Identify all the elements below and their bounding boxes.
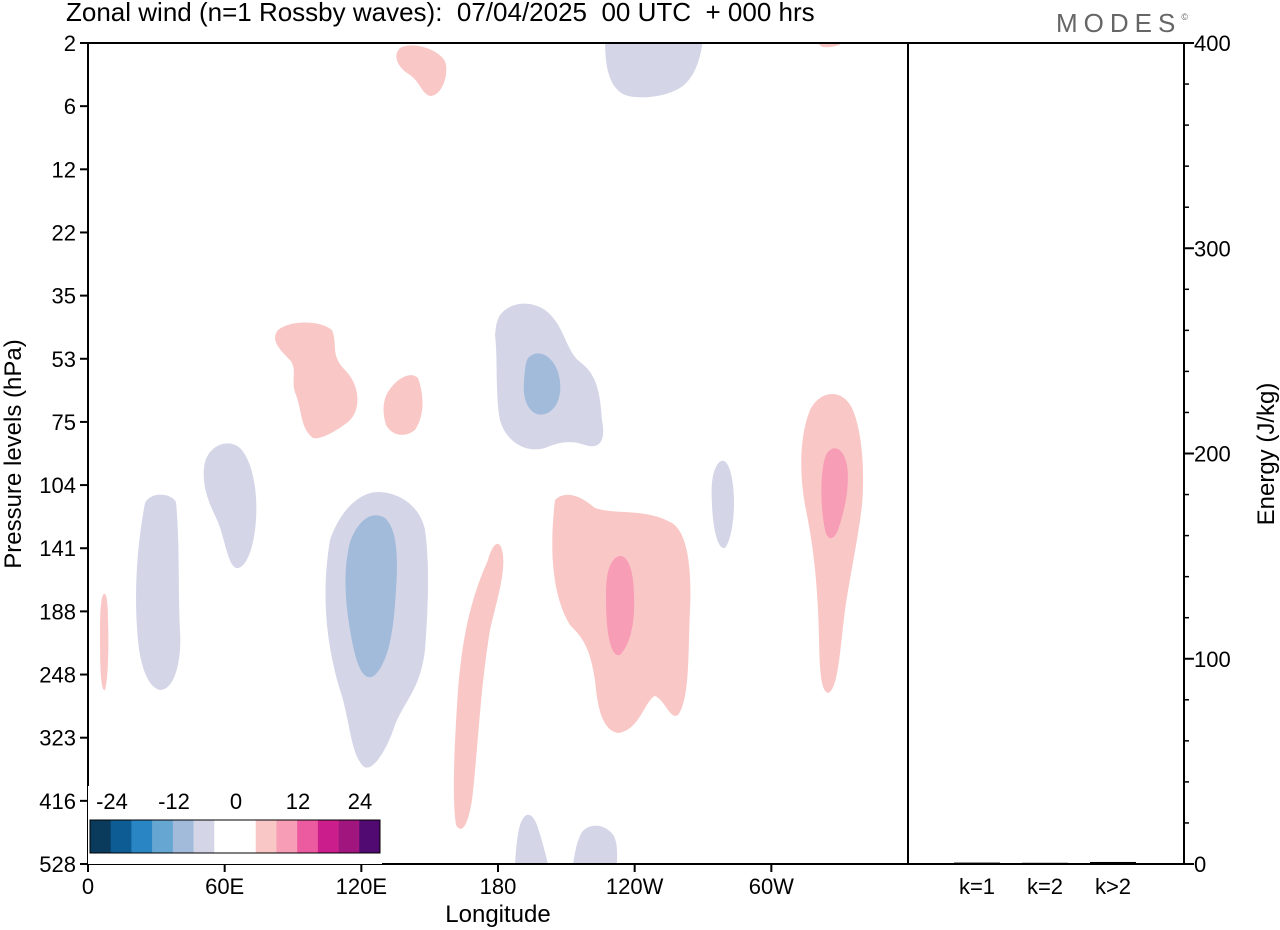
energy-axis-title: Energy (J/kg) (1253, 383, 1280, 526)
pressure-tick-label: 22 (52, 220, 76, 245)
energy-tick-label: 100 (1194, 647, 1231, 672)
colorbar-cell (152, 820, 174, 853)
contour-neg-upper-troposphere-30E (136, 494, 181, 690)
longitude-tick-label: 0 (82, 874, 94, 899)
contour-neg-lower-troposphere-140W (573, 825, 618, 864)
energy-category-label: k=1 (959, 874, 995, 899)
energy-tick-label: 200 (1194, 442, 1231, 467)
pressure-tick-label: 2 (64, 31, 76, 56)
longitude-axis: 0 60E 120E 180 120W 60W (82, 864, 794, 899)
contour-pos-troposphere-120W-core (606, 556, 635, 656)
contour-neg-troposphere-120E-core (345, 515, 397, 678)
colorbar-label: -24 (96, 789, 128, 814)
energy-bar (1022, 862, 1068, 865)
contour-pos-lower-stratosphere-east (383, 375, 423, 435)
longitude-tick-label: 120W (606, 874, 664, 899)
pressure-axis: 2 6 12 22 35 53 75 104 141 188 248 323 416 528 (39, 31, 88, 877)
pressure-tick-label: 188 (39, 599, 76, 624)
energy-tick-label: 400 (1194, 31, 1231, 56)
colorbar-cell (110, 820, 132, 853)
longitude-tick-label: 60E (205, 874, 244, 899)
pressure-tick-label: 323 (39, 726, 76, 751)
energy-bar (954, 862, 1000, 865)
colorbar-label: -12 (158, 789, 190, 814)
colorbar-label: 0 (230, 789, 242, 814)
modes-logo: MODES© (1056, 8, 1188, 39)
pressure-tick-label: 6 (64, 94, 76, 119)
pressure-tick-label: 248 (39, 663, 76, 688)
contour-pos-troposphere-55W-core (821, 448, 848, 539)
colorbar-cell (276, 820, 298, 853)
energy-category-label: k=2 (1027, 874, 1063, 899)
contour-neg-upper-troposphere-50E (203, 443, 257, 569)
chart-title: Zonal wind (n=1 Rossby waves): 07/04/202… (66, 0, 815, 27)
colorbar-cell (214, 820, 236, 853)
pressure-tick-label: 528 (39, 852, 76, 877)
colorbar-frame (89, 819, 381, 854)
colorbar-labels: -24 -12 0 12 24 (96, 789, 372, 814)
contour-neg-lower-stratosphere-core (523, 353, 561, 415)
energy-tick-label: 0 (1194, 852, 1206, 877)
pressure-tick-label: 12 (52, 157, 76, 182)
pressure-tick-label: 141 (39, 536, 76, 561)
x-axis-title: Longitude (445, 901, 550, 928)
energy-bars: k=1 k=2 k>2 (954, 861, 1136, 899)
pressure-tick-label: 75 (52, 410, 76, 435)
pressure-tick-label: 416 (39, 789, 76, 814)
colorbar-cell (90, 820, 112, 853)
colorbar-label: 12 (286, 789, 310, 814)
longitude-tick-label: 60W (749, 874, 794, 899)
colorbar-cell (317, 820, 339, 853)
colorbar-cell (255, 820, 277, 853)
colorbar-cell (338, 820, 360, 853)
colorbar-cell (193, 820, 215, 853)
y-axis-title: Pressure levels (hPa) (0, 339, 27, 568)
longitude-tick-label: 120E (336, 874, 387, 899)
energy-tick-label: 300 (1194, 236, 1231, 261)
colorbar-legend: -24 -12 0 12 24 (88, 786, 382, 864)
colorbar-cells (90, 820, 381, 853)
energy-axis: 0 100 200 300 400 (1184, 31, 1231, 877)
colorbar-label: 24 (348, 789, 372, 814)
contour-pos-troposphere-55W (801, 393, 864, 693)
colorbar-cell (297, 820, 319, 853)
contour-pos-top-edge (818, 43, 843, 48)
contour-neg-troposphere-85W (711, 460, 735, 549)
colorbar-cell (235, 820, 257, 853)
pressure-tick-label: 35 (52, 284, 76, 309)
longitude-tick-label: 180 (480, 874, 517, 899)
contour-pos-lower-stratosphere-west (275, 322, 358, 439)
pressure-tick-label: 53 (52, 347, 76, 372)
brand-text: MODES (1056, 8, 1182, 38)
colorbar-cell (131, 820, 153, 853)
brand-mark: © (1181, 12, 1188, 22)
energy-category-label: k>2 (1095, 874, 1131, 899)
contour-neg-upper-stratosphere (605, 43, 703, 98)
contour-pos-upper-stratosphere (396, 45, 447, 96)
contour-neg-lower-troposphere-180 (515, 814, 548, 864)
contour-pos-troposphere-170E (453, 543, 504, 829)
pressure-tick-label: 104 (39, 473, 76, 498)
energy-bar (1090, 861, 1136, 864)
colorbar-cell (172, 820, 194, 853)
colorbar-cell (359, 820, 381, 853)
contour-layer (100, 43, 864, 864)
contour-pos-edge-0E (100, 593, 109, 691)
